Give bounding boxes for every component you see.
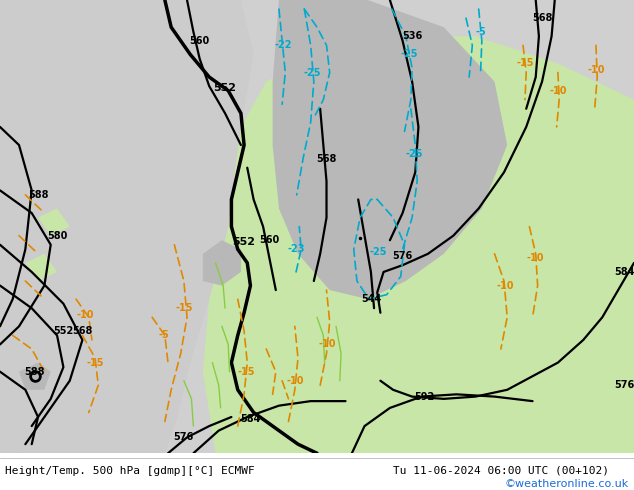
Text: 584: 584	[614, 267, 634, 277]
Text: 592: 592	[415, 392, 435, 402]
Text: 588: 588	[28, 190, 48, 200]
Text: -10: -10	[318, 340, 336, 349]
Text: -25: -25	[370, 246, 387, 257]
Text: 552: 552	[233, 238, 256, 247]
Text: -25: -25	[400, 49, 418, 59]
Text: 552: 552	[214, 83, 236, 94]
Text: -5: -5	[158, 330, 169, 341]
Text: 560: 560	[259, 235, 280, 245]
Text: -15: -15	[237, 367, 255, 377]
Text: 580: 580	[47, 231, 67, 241]
Text: 560: 560	[190, 36, 210, 46]
Text: -15: -15	[175, 303, 193, 313]
Text: 544: 544	[361, 294, 381, 304]
Text: -23: -23	[288, 245, 306, 254]
Polygon shape	[203, 240, 241, 286]
Text: -15: -15	[516, 58, 534, 69]
Text: 568: 568	[72, 326, 93, 336]
Text: -25: -25	[303, 68, 321, 77]
Text: 576: 576	[614, 380, 634, 390]
Text: -10: -10	[77, 310, 94, 320]
Text: 584: 584	[240, 414, 261, 424]
Polygon shape	[0, 0, 634, 453]
Text: 536: 536	[402, 31, 422, 41]
Polygon shape	[19, 363, 51, 390]
Text: Tu 11-06-2024 06:00 UTC (00+102): Tu 11-06-2024 06:00 UTC (00+102)	[393, 466, 609, 476]
Polygon shape	[273, 0, 507, 299]
Text: -10: -10	[527, 253, 545, 263]
Text: -10: -10	[549, 86, 567, 96]
Text: -10: -10	[287, 376, 304, 386]
Polygon shape	[38, 209, 70, 236]
Text: 588: 588	[25, 367, 45, 377]
Text: Height/Temp. 500 hPa [gdmp][°C] ECMWF: Height/Temp. 500 hPa [gdmp][°C] ECMWF	[5, 466, 255, 476]
Text: ©weatheronline.co.uk: ©weatheronline.co.uk	[505, 480, 629, 490]
Text: -25: -25	[406, 149, 424, 159]
Text: 576: 576	[392, 251, 413, 261]
Text: 568: 568	[316, 154, 337, 164]
Text: -22: -22	[275, 40, 292, 50]
Polygon shape	[25, 254, 57, 281]
Text: 576: 576	[174, 432, 194, 442]
Text: -15: -15	[86, 358, 104, 368]
Text: -10: -10	[587, 65, 605, 75]
Text: -5: -5	[476, 27, 486, 37]
Text: 568: 568	[532, 13, 552, 23]
Text: 552: 552	[53, 326, 74, 336]
Polygon shape	[203, 36, 634, 453]
Text: -10: -10	[496, 281, 514, 291]
Polygon shape	[0, 0, 254, 453]
